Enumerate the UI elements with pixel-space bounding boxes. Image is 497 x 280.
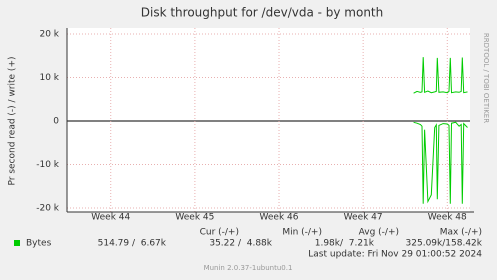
legend-value: 35.22 / 4.88k <box>209 239 272 249</box>
legend-header: Min (-/+) <box>282 228 322 238</box>
x-tick-label: Week 47 <box>344 213 383 223</box>
x-tick-label: Week 46 <box>260 213 299 223</box>
legend-value: 514.79 / 6.67k <box>98 239 167 249</box>
plot-area <box>67 28 470 212</box>
chart-title: Disk throughput for /dev/vda - by month <box>141 6 384 20</box>
side-note: RRDTOOL / TOBI OETIKER <box>482 33 490 123</box>
last-update: Last update: Fri Nov 29 01:00:52 2024 <box>308 250 482 260</box>
legend-value: 325.09k/158.42k <box>406 239 483 249</box>
series-line <box>413 57 468 94</box>
footer: Munin 2.0.37-1ubuntu0.1 <box>204 264 293 272</box>
y-tick-label: -10 k <box>36 160 60 170</box>
series-line <box>413 121 468 204</box>
legend-header: Cur (-/+) <box>200 228 239 238</box>
legend-value: 1.98k/ 7.21k <box>315 239 375 249</box>
x-tick-label: Week 44 <box>91 213 130 223</box>
y-tick-label: -20 k <box>36 204 60 214</box>
x-tick-label: Week 45 <box>175 213 214 223</box>
x-tick-label: Week 48 <box>428 213 467 223</box>
legend-swatch <box>14 240 20 246</box>
y-tick-label: 20 k <box>39 30 59 40</box>
legend-header: Avg (-/+) <box>359 228 399 238</box>
legend-label: Bytes <box>26 239 52 249</box>
y-tick-label: 0 <box>53 117 59 127</box>
y-axis-label: Pr second read (-) / write (+) <box>8 57 18 186</box>
y-tick-label: 10 k <box>39 73 59 83</box>
legend-header: Max (-/+) <box>440 228 482 238</box>
